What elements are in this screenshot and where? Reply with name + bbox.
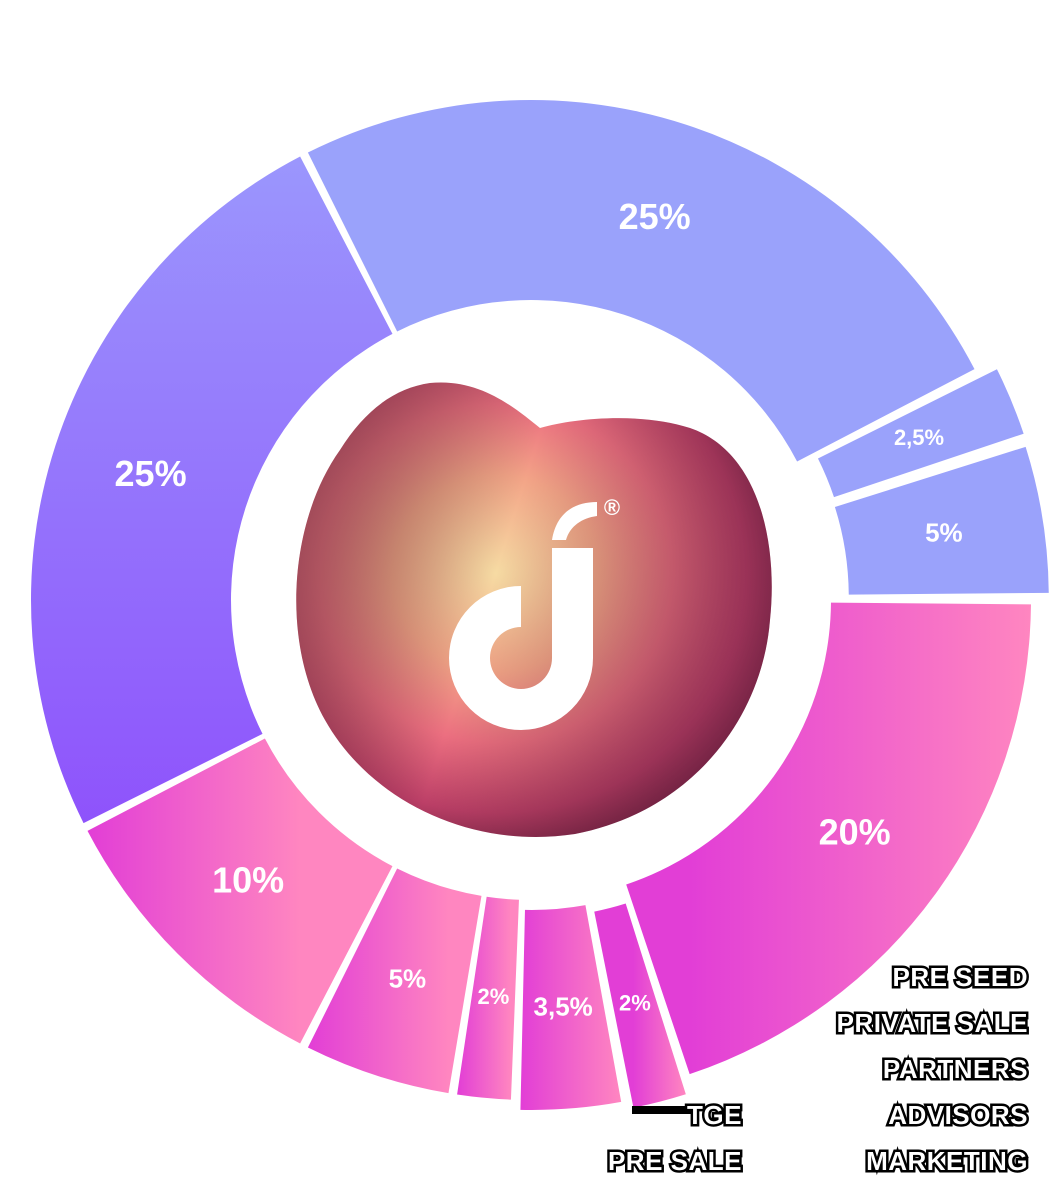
donut-slice-1 (817, 369, 1024, 498)
legend-entry-private-sale: PRIVATE SALE (837, 1008, 1028, 1038)
logo-d-icon (449, 502, 597, 730)
donut-slice-label-0: 25% (619, 196, 691, 237)
donut-slice-3 (626, 602, 1031, 1075)
chart-legend: PRE SEED PRIVATE SALE PARTNERS ADVISORS … (605, 960, 1030, 1179)
legend-entry-marketing: MARKETING (866, 1146, 1028, 1176)
donut-slice-7 (307, 868, 482, 1094)
donut-slice-label-1: 2,5% (894, 425, 944, 450)
donut-slices (31, 100, 1049, 1110)
legend-entry-pre-sale: PRE SALE (608, 1146, 742, 1176)
brand-logo: ® (296, 382, 772, 837)
donut-slice-5 (520, 905, 622, 1110)
donut-slice-8 (87, 738, 393, 1044)
donut-slice-0 (307, 100, 975, 462)
donut-slice-label-5: 3,5% (534, 992, 593, 1022)
trademark-icon: ® (604, 495, 620, 520)
donut-slice-labels: 25% 2,5% 5% 20% 2% 3,5% 2% 5% 10% 25% (115, 196, 963, 1022)
donut-slice-label-6: 2% (477, 984, 509, 1009)
donut-slice-label-7: 5% (389, 963, 427, 993)
donut-slice-2 (834, 446, 1049, 595)
legend-entry-tge: TGE (687, 1100, 742, 1130)
legend-entry-pre-seed: PRE SEED (893, 962, 1029, 992)
donut-slice-4 (594, 903, 686, 1108)
donut-slice-label-3: 20% (819, 812, 891, 853)
donut-slice-9 (31, 156, 393, 824)
donut-slice-label-2: 5% (925, 517, 963, 547)
donut-slice-label-8: 10% (212, 859, 284, 900)
logo-blob-shade (296, 382, 772, 837)
donut-slice-label-4: 2% (619, 991, 651, 1016)
legend-entry-partners: PARTNERS (883, 1054, 1028, 1084)
legend-marker-tge (632, 1106, 692, 1114)
donut-slice-6 (457, 896, 519, 1100)
legend-entry-advisors: ADVISORS (888, 1100, 1028, 1130)
donut-slice-label-9: 25% (115, 453, 187, 494)
